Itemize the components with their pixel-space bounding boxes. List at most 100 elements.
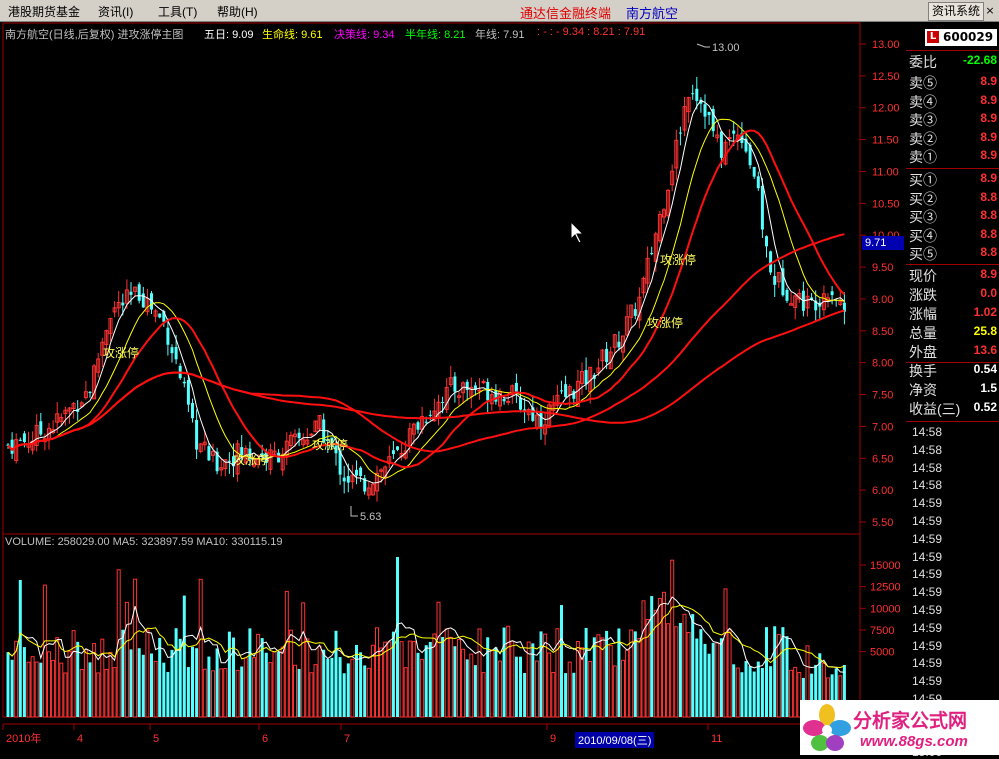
volume-bar [682, 613, 687, 718]
volume-bar [186, 667, 190, 717]
candle-body [129, 291, 133, 295]
candle-body [727, 137, 732, 140]
volume-bar [63, 672, 68, 718]
tick-time: 14:59 [912, 496, 943, 511]
candle-body [625, 316, 630, 336]
chart-title: 南方航空(日线,后复权) 进攻涨停主图 [5, 29, 184, 41]
volume-bar [441, 636, 445, 717]
date-axis-label: 7 [344, 733, 350, 745]
volume-bar [752, 671, 756, 717]
volume-bar [153, 660, 158, 718]
quote-stat-7-label: 收益(三) [909, 401, 961, 417]
quote-ask-3-label: 卖③ [909, 112, 937, 128]
tick-time: 14:59 [912, 585, 943, 600]
volume-bar [342, 673, 346, 717]
volume-bar [391, 631, 395, 717]
date-axis-label: 6 [262, 733, 268, 745]
candle-body [22, 433, 26, 443]
volume-bar [707, 653, 711, 717]
volume-bar [403, 667, 408, 718]
quote-ask-4: 卖④ 8.9 [909, 92, 997, 110]
volume-axis-label: 7500 [870, 625, 894, 637]
volume-bar [39, 662, 43, 717]
candle-body [744, 138, 748, 152]
quote-stat-2: 涨幅 1.02 [909, 304, 997, 322]
price-axis-label: 8.00 [872, 358, 893, 370]
candle-body [223, 459, 228, 469]
volume-bar [514, 656, 518, 717]
volume-bar [793, 666, 798, 718]
menu-help[interactable]: 帮助(H) [217, 5, 258, 19]
volume-bar [448, 636, 453, 718]
candle-body [166, 327, 170, 345]
volume-bar [297, 668, 301, 717]
quote-bid-2-label: 买② [909, 190, 937, 207]
volume-bar [801, 677, 805, 717]
volume-bar [560, 605, 563, 717]
volume-bar [629, 629, 634, 718]
volume-bar [309, 672, 314, 718]
quote-stat-3: 总量 25.8 [909, 323, 997, 341]
candle-body [641, 277, 646, 294]
volume-bar [564, 673, 568, 717]
tick-time: 14:59 [912, 549, 943, 564]
volume-bar [22, 647, 26, 717]
stock-code[interactable]: 600029 [925, 29, 997, 46]
ma5-line [7, 99, 845, 484]
info-system-button[interactable]: 资讯系统 [928, 2, 984, 21]
volume-bar [359, 652, 363, 717]
quote-ask-5-value: 8.9 [980, 74, 997, 88]
signal-label: 攻涨停 [660, 252, 696, 267]
volume-bar [174, 628, 178, 717]
menu-hk-futures[interactable]: 港股期货基金 [8, 5, 81, 19]
life-line-label: 生命线: 9.61 [262, 29, 323, 41]
candle-body [523, 409, 527, 411]
volume-bar [116, 569, 121, 718]
volume-bar [473, 665, 477, 717]
volume-bar [215, 648, 219, 717]
volume-bar [383, 641, 388, 718]
kline-chart[interactable]: 13.0012.5012.0011.5011.0010.5010.009.509… [0, 22, 906, 755]
volume-bar [486, 637, 490, 717]
volume-bar [605, 630, 609, 717]
volume-bar [334, 630, 338, 717]
tick-time: 14:59 [912, 514, 943, 528]
candle-body [186, 380, 190, 405]
volume-bar [284, 590, 289, 718]
volume-bar [650, 596, 654, 717]
ma5-label: 五日: 9.09 [204, 29, 254, 41]
quote-ask-2-value: 8.9 [980, 129, 997, 144]
decision-line [7, 129, 846, 469]
code-icon: L [927, 31, 939, 43]
volume-bar [198, 578, 203, 718]
volume-axis-label: 5000 [870, 647, 894, 659]
menu-tools[interactable]: 工具(T) [158, 5, 198, 19]
volume-bar [785, 636, 789, 717]
volume-bar [338, 657, 342, 717]
volume-bar [121, 629, 125, 717]
volume-bar [178, 638, 182, 717]
quote-stat-6-value: 1.5 [980, 381, 997, 395]
candle-body [313, 420, 318, 433]
quote-bid-1: 买① 8.9 [909, 170, 997, 188]
menu-info[interactable]: 资讯(I) [98, 5, 134, 19]
date-highlight: 2010/09/08(三) [575, 732, 655, 748]
candle-body [96, 358, 101, 373]
volume-bar [235, 669, 240, 718]
volume-bar [555, 628, 560, 718]
quote-stat-3-value: 25.8 [973, 324, 997, 338]
candle-body [158, 313, 162, 318]
candle-body [838, 300, 843, 306]
close-icon[interactable]: × [985, 4, 995, 17]
candle-body [657, 214, 662, 242]
candle-body [387, 456, 392, 465]
candle-body [502, 398, 506, 402]
volume-bar [842, 664, 846, 717]
volume-bar [592, 637, 596, 717]
candle-body [469, 386, 474, 397]
candle-body [227, 460, 231, 462]
candle-body [63, 409, 68, 415]
quote-stat-6: 净资 1.5 [909, 380, 997, 398]
candle-body [363, 478, 367, 492]
date-axis-label: 4 [77, 733, 83, 745]
